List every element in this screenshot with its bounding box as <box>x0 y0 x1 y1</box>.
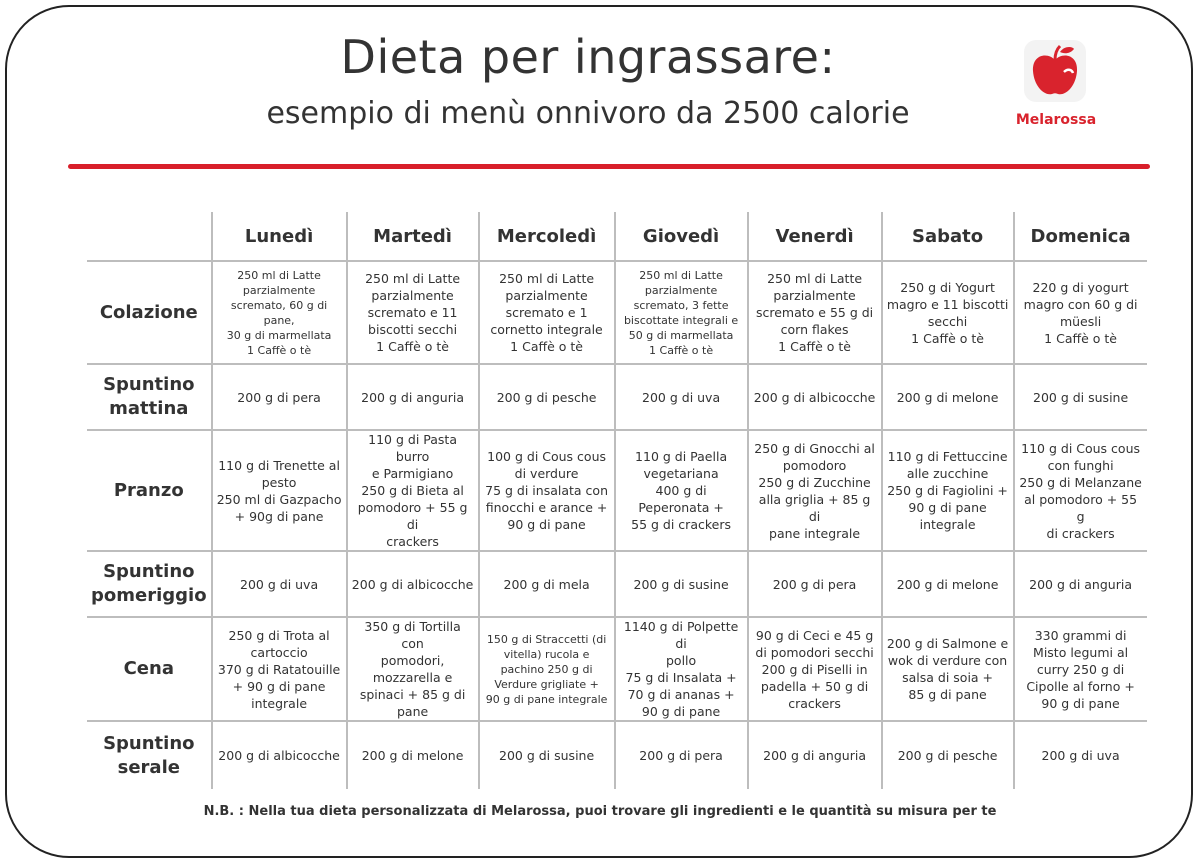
day-header-monday: Lunedì <box>210 212 348 262</box>
meal-row: Spuntino mattina 200 g di pera 200 g di an… <box>87 363 1147 431</box>
menu-cell: 200 g di Salmone e wok di verdure con sa… <box>880 616 1015 722</box>
menu-cell: 110 g di Pasta burro e Parmigiano 250 g … <box>345 429 480 552</box>
menu-cell: 200 g di melone <box>880 363 1015 431</box>
meal-row: Colazione 250 ml di Latte parzialmente sc… <box>87 260 1147 365</box>
menu-cell: 1140 g di Polpette di pollo 75 g di Insa… <box>613 616 749 722</box>
menu-cell: 200 g di uva <box>613 363 749 431</box>
menu-cell: 110 g di Cous cous con funghi 250 g di M… <box>1012 429 1147 552</box>
menu-cell: 200 g di uva <box>1012 720 1147 789</box>
page-title: Dieta per ingrassare: <box>340 30 836 84</box>
meal-label: Pranzo <box>87 429 213 552</box>
menu-cell: 250 ml di Latte parzialmente scremato e … <box>345 260 480 365</box>
melarossa-logo[interactable]: Melarossa <box>1010 40 1102 132</box>
menu-cell: 200 g di pesche <box>880 720 1015 789</box>
meal-row: Cena 250 g di Trota al cartoccio 370 g di… <box>87 616 1147 722</box>
menu-cell: 200 g di susine <box>1012 363 1147 431</box>
meal-row: Spuntino serale 200 g di albicocche 200 g … <box>87 720 1147 789</box>
menu-cell: 100 g di Cous cous di verdure 75 g di in… <box>477 429 616 552</box>
menu-cell: 200 g di melone <box>345 720 480 789</box>
day-header-tuesday: Martedì <box>345 212 480 262</box>
header-row: Lunedì Martedì Mercoledì Giovedì Venerdì… <box>87 212 1147 262</box>
meal-label: Spuntino mattina <box>87 363 213 431</box>
menu-cell: 200 g di albicocche <box>746 363 883 431</box>
menu-cell: 250 ml di Latte parzialmente scremato e … <box>746 260 883 365</box>
meal-label: Colazione <box>87 260 213 365</box>
menu-cell: 250 g di Gnocchi al pomodoro 250 g di Zu… <box>746 429 883 552</box>
day-header-saturday: Sabato <box>880 212 1015 262</box>
menu-table: Lunedì Martedì Mercoledì Giovedì Venerdì… <box>87 212 1147 789</box>
menu-cell: 150 g di Straccetti (di vitella) rucola … <box>477 616 616 722</box>
menu-cell: 200 g di mela <box>477 550 616 618</box>
menu-cell: 250 g di Yogurt magro e 11 biscotti secc… <box>880 260 1015 365</box>
menu-cell: 200 g di melone <box>880 550 1015 618</box>
menu-cell: 200 g di anguria <box>1012 550 1147 618</box>
page-subtitle: esempio di menù onnivoro da 2500 calorie <box>266 96 910 131</box>
menu-cell: 200 g di pera <box>613 720 749 789</box>
meal-row: Spuntino pomeriggio 200 g di uva 200 g di … <box>87 550 1147 618</box>
logo-tile <box>1024 40 1086 102</box>
meal-label: Spuntino serale <box>87 720 213 789</box>
menu-cell: 200 g di pera <box>746 550 883 618</box>
menu-cell: 330 grammi di Misto legumi al curry 250 … <box>1012 616 1147 722</box>
footnote: N.B. : Nella tua dieta personalizzata di… <box>203 804 997 819</box>
menu-cell: 350 g di Tortilla con pomodori, mozzarel… <box>345 616 480 722</box>
menu-cell: 200 g di anguria <box>345 363 480 431</box>
day-header-friday: Venerdì <box>746 212 883 262</box>
menu-cell: 200 g di pesche <box>477 363 616 431</box>
meal-label: Spuntino pomeriggio <box>87 550 213 618</box>
menu-cell: 200 g di albicocche <box>210 720 348 789</box>
menu-cell: 250 ml di Latte parzialmente scremato e … <box>477 260 616 365</box>
apple-logo-icon <box>1032 44 1078 95</box>
day-header-sunday: Domenica <box>1012 212 1147 262</box>
day-header-wednesday: Mercoledì <box>477 212 616 262</box>
menu-table-body: Lunedì Martedì Mercoledì Giovedì Venerdì… <box>87 212 1147 789</box>
menu-cell: 110 g di Trenette al pesto 250 ml di Gaz… <box>210 429 348 552</box>
menu-cell: 200 g di albicocche <box>345 550 480 618</box>
menu-cell: 110 g di Fettuccine alle zucchine 250 g … <box>880 429 1015 552</box>
menu-cell: 250 ml di Latte parzialmente scremato, 6… <box>210 260 348 365</box>
menu-cell: 200 g di susine <box>613 550 749 618</box>
menu-cell: 220 g di yogurt magro con 60 g di müesli… <box>1012 260 1147 365</box>
menu-cell: 110 g di Paella vegetariana 400 g di Pep… <box>613 429 749 552</box>
menu-cell: 200 g di uva <box>210 550 348 618</box>
title-divider <box>68 164 1150 169</box>
menu-cell: 250 g di Trota al cartoccio 370 g di Rat… <box>210 616 348 722</box>
menu-cell: 200 g di pera <box>210 363 348 431</box>
menu-cell: 200 g di anguria <box>746 720 883 789</box>
day-header-thursday: Giovedì <box>613 212 749 262</box>
meal-label: Cena <box>87 616 213 722</box>
menu-cell: 90 g di Ceci e 45 g di pomodori secchi 2… <box>746 616 883 722</box>
logo-text: Melarossa <box>1015 112 1097 128</box>
corner-cell <box>87 212 213 262</box>
meal-row: Pranzo 110 g di Trenette al pesto 250 ml … <box>87 429 1147 552</box>
menu-cell: 200 g di susine <box>477 720 616 789</box>
menu-cell: 250 ml di Latte parzialmente scremato, 3… <box>613 260 749 365</box>
